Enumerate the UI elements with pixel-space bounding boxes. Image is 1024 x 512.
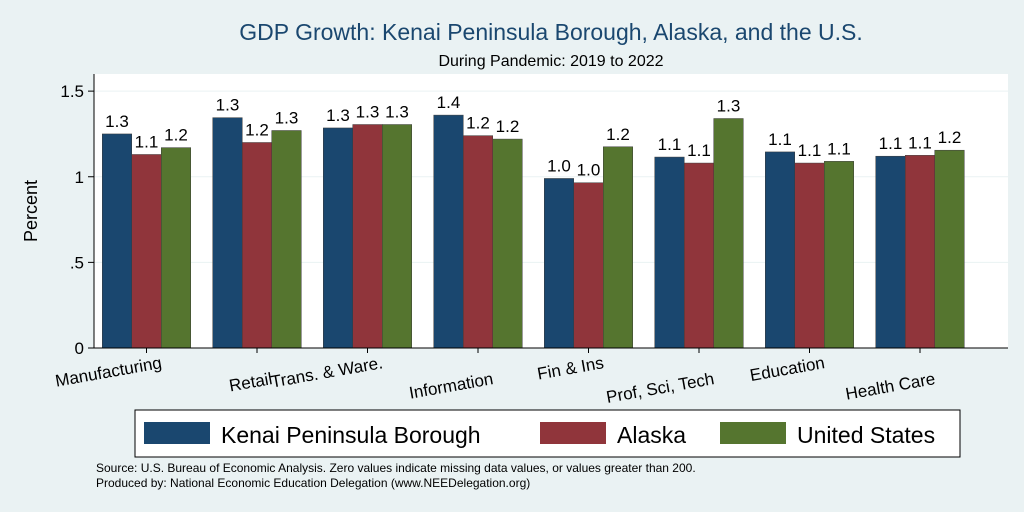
bar-2-0 [161,147,191,349]
bar-0-7 [875,155,906,349]
y-ticks: 0 .5 1 1.5 [60,82,94,358]
bar-1-2 [352,124,383,349]
legend-label-us: United States [797,422,935,448]
y-tick-label-2: 1 [75,168,84,187]
data-label-2-1: 1.3 [275,109,299,128]
produced-by-note: Produced by: National Economic Education… [96,476,530,490]
bar-1-6 [794,162,825,349]
bar-2-3 [492,138,523,349]
bar-0-5 [654,156,685,349]
data-label-0-5: 1.1 [658,135,682,154]
y-tick-label-1: .5 [70,253,84,272]
legend-label-alaska: Alaska [617,422,686,448]
y-tick-label-3: 1.5 [60,82,84,101]
y-axis-label: Percent [21,180,41,242]
data-label-1-2: 1.3 [356,103,380,122]
category-label-7: Health Care [844,369,937,403]
chart-subtitle: During Pandemic: 2019 to 2022 [438,53,663,70]
data-label-2-7: 1.2 [938,128,962,147]
data-label-0-3: 1.4 [437,93,461,112]
bars [102,114,965,349]
bar-2-6 [824,161,854,349]
data-label-0-0: 1.3 [105,112,129,131]
source-note: Source: U.S. Bureau of Economic Analysis… [96,461,696,475]
data-label-2-5: 1.3 [717,97,741,116]
data-label-0-6: 1.1 [768,130,792,149]
bar-1-7 [905,155,935,349]
data-label-1-6: 1.1 [798,141,822,160]
category-label-0: Manufacturing [54,353,163,390]
data-label-2-6: 1.1 [827,139,851,158]
bar-2-1 [271,130,302,349]
bar-2-7 [934,149,965,349]
legend-swatch-kenai [144,422,210,444]
bar-1-4 [573,182,604,349]
legend: Kenai Peninsula Borough Alaska United St… [134,409,961,458]
category-label-5: Prof, Sci, Tech [605,369,716,407]
bar-1-0 [131,154,162,349]
legend-swatch-us [720,422,786,444]
data-label-0-4: 1.0 [547,156,571,175]
data-label-2-3: 1.2 [496,117,520,136]
category-label-2: Trans. & Ware. [270,353,385,391]
bar-2-5 [713,118,744,349]
data-label-0-7: 1.1 [879,134,903,153]
bar-1-1 [242,142,272,349]
chart-title: GDP Growth: Kenai Peninsula Borough, Ala… [239,19,863,45]
bar-1-3 [463,135,493,349]
bar-0-3 [433,114,464,349]
data-label-1-1: 1.2 [245,121,269,140]
data-label-0-2: 1.3 [326,106,350,125]
category-label-6: Education [748,353,826,385]
data-label-0-1: 1.3 [216,96,240,115]
data-label-1-5: 1.1 [687,141,711,160]
category-label-1: Retail [228,369,274,395]
bar-2-4 [603,146,633,349]
data-label-1-3: 1.2 [466,114,490,133]
bar-0-6 [765,151,795,349]
data-label-2-4: 1.2 [606,125,630,144]
bar-2-2 [382,124,412,349]
legend-label-kenai: Kenai Peninsula Borough [221,422,481,448]
category-label-4: Fin & Ins [536,353,605,383]
y-tick-label-0: 0 [75,339,84,358]
data-labels: 1.3 1.1 1.2 1.3 1.2 1.3 1.3 1.3 1.3 1.4 1.2 1.2 1.0 1… [105,93,961,180]
data-label-2-0: 1.2 [164,126,188,145]
bar-0-4 [544,178,574,349]
data-label-1-4: 1.0 [577,161,601,180]
data-label-1-7: 1.1 [908,133,932,152]
bar-0-2 [323,127,353,349]
data-label-2-2: 1.3 [385,103,409,122]
category-label-3: Information [408,369,495,402]
bar-0-1 [212,117,243,349]
bar-1-5 [684,162,714,349]
legend-swatch-alaska [540,422,606,444]
bar-0-0 [102,133,132,349]
data-label-1-0: 1.1 [135,132,159,151]
